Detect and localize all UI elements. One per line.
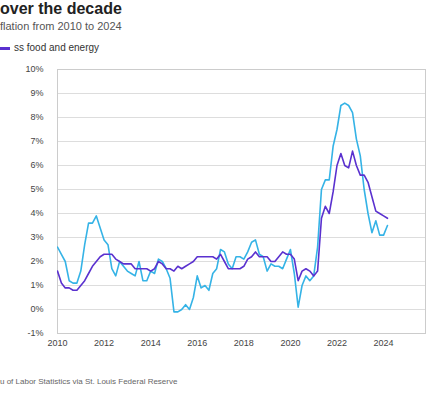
svg-text:2022: 2022: [327, 338, 347, 348]
svg-text:4%: 4%: [30, 208, 43, 218]
svg-text:2012: 2012: [94, 338, 114, 348]
svg-text:7%: 7%: [30, 136, 43, 146]
html-text:u of Labor Statistics via St.: u of Labor Statistics via St. Louis Fede…: [0, 377, 178, 386]
svg-text:2010: 2010: [47, 338, 67, 348]
svg-text:2024: 2024: [374, 338, 394, 348]
svg-text:5%: 5%: [30, 184, 43, 194]
svg-text:2014: 2014: [141, 338, 161, 348]
svg-text:9%: 9%: [30, 88, 43, 98]
svg-text:2016: 2016: [187, 338, 207, 348]
svg-text:2%: 2%: [30, 256, 43, 266]
svg-text:10%: 10%: [25, 64, 43, 74]
html-text:flation from 2010 to 2024: flation from 2010 to 2024: [0, 20, 122, 32]
html-text:over the decade: over the decade: [0, 0, 122, 17]
svg-text:2020: 2020: [280, 338, 300, 348]
svg-text:2018: 2018: [234, 338, 254, 348]
svg-text:-1%: -1%: [27, 328, 43, 338]
svg-text:3%: 3%: [30, 232, 43, 242]
svg-text:8%: 8%: [30, 112, 43, 122]
html-text:ss food and energy: ss food and energy: [14, 42, 100, 53]
svg-text:6%: 6%: [30, 160, 43, 170]
svg-text:0%: 0%: [30, 304, 43, 314]
svg-text:1%: 1%: [30, 280, 43, 290]
